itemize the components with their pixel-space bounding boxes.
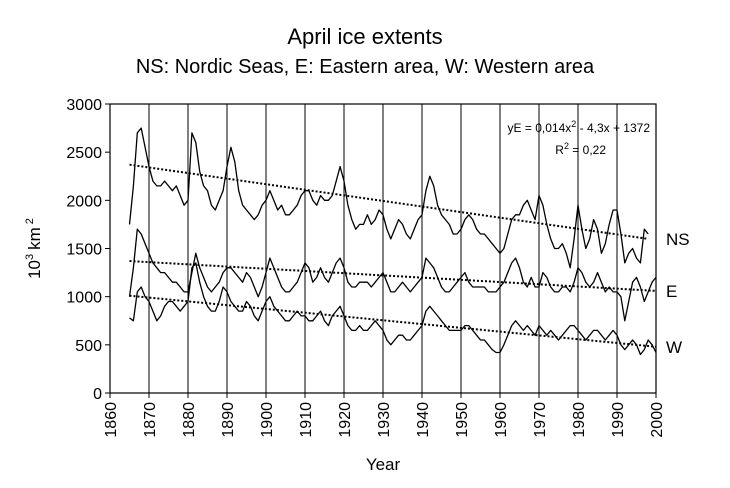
x-tick-label-1880: 1880 (181, 402, 198, 438)
y-tick-label-3000: 3000 (66, 97, 102, 114)
x-axis-ticks: 1860 1870 1880 1890 1900 1910 1920 1930 1940 1950… (103, 393, 666, 438)
x-tick-label-1920: 1920 (337, 402, 354, 438)
y-tick-label-500: 500 (75, 338, 102, 355)
series-line-E (128, 228, 657, 322)
trend-line-E (129, 260, 657, 292)
x-tick-label-1940: 1940 (415, 402, 432, 438)
chart-subtitle: NS: Nordic Seas, E: Eastern area, W: Wes… (135, 56, 595, 78)
y-tick-label-0: 0 (93, 386, 102, 403)
x-tick-label-1990: 1990 (610, 402, 627, 438)
series-label-W: W (666, 338, 682, 357)
x-tick-label-2000: 2000 (649, 402, 666, 438)
y-tick-label-2500: 2500 (66, 145, 102, 162)
x-tick-label-1860: 1860 (103, 402, 120, 438)
y-tick-label-2000: 2000 (66, 193, 102, 210)
chart-title: April ice extents (287, 24, 443, 49)
y-tick-label-1500: 1500 (66, 242, 102, 259)
x-tick-label-1960: 1960 (493, 402, 510, 438)
r-squared: R2 = 0,22 (555, 141, 606, 157)
series-label-E: E (666, 282, 677, 301)
x-tick-label-1930: 1930 (376, 402, 393, 438)
x-tick-label-1980: 1980 (571, 402, 588, 438)
series-line-NS (128, 127, 649, 269)
trend-line-W (129, 294, 657, 348)
y-tick-label-1000: 1000 (66, 290, 102, 307)
series-line-W (129, 262, 657, 356)
vertical-grid (148, 104, 618, 393)
x-tick-label-1890: 1890 (220, 402, 237, 438)
x-tick-label-1870: 1870 (142, 402, 159, 438)
trend-lines (129, 163, 657, 348)
y-axis-label: 103km2 (24, 218, 44, 279)
x-axis-label: Year (366, 455, 401, 474)
series-labels: NS E W (666, 230, 690, 357)
x-tick-label-1950: 1950 (454, 402, 471, 438)
x-tick-label-1970: 1970 (532, 402, 549, 438)
x-tick-label-1900: 1900 (259, 402, 276, 438)
x-tick-label-1910: 1910 (298, 402, 315, 438)
y-axis-ticks: 0 500 1000 1500 2000 2500 3000 (66, 97, 110, 403)
trend-equation: yE = 0,014x2 - 4,3x + 1372 (508, 119, 651, 135)
trend-line-NS (129, 163, 649, 240)
series-lines (128, 127, 657, 356)
series-label-NS: NS (666, 230, 690, 249)
